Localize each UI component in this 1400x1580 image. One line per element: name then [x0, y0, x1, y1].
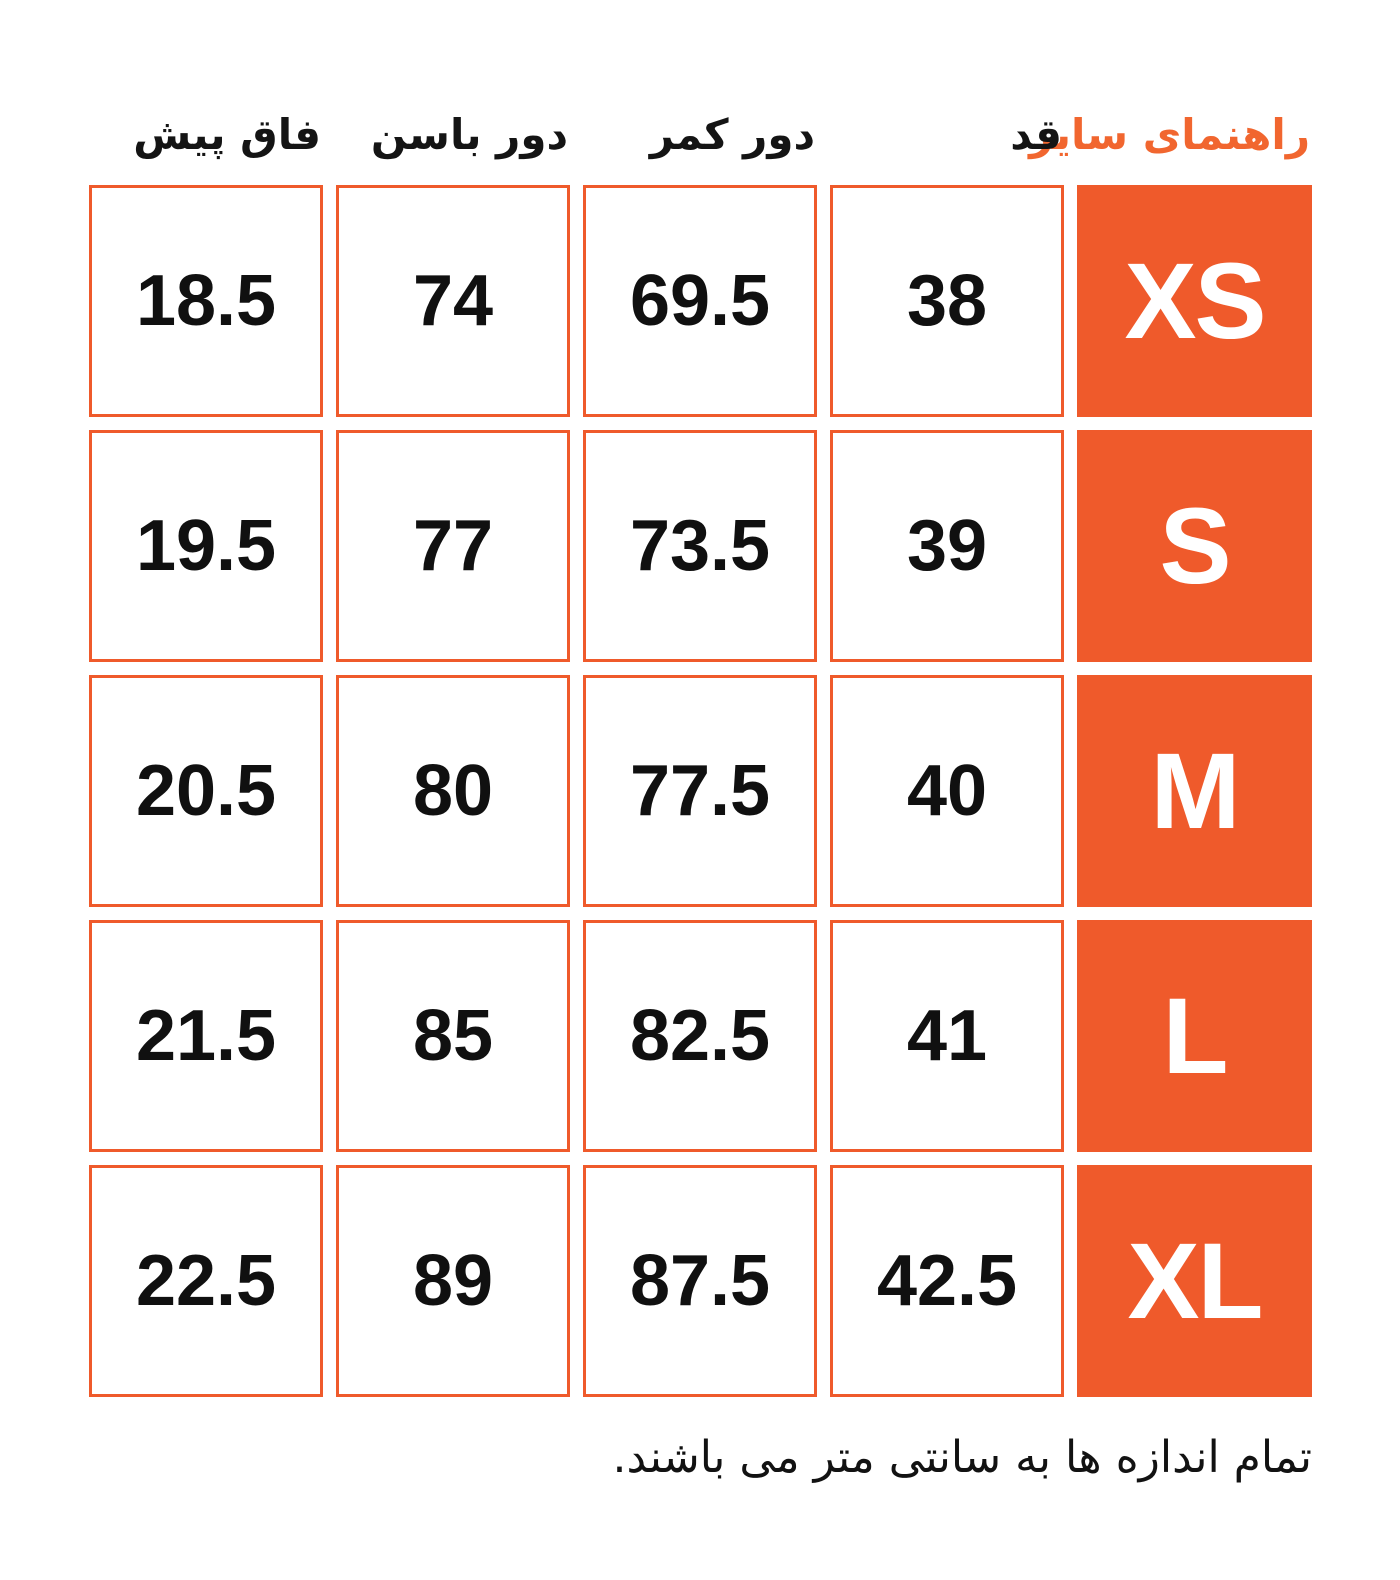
- waist-value-cell: 82.5: [583, 920, 817, 1152]
- size-guide-title: راهنمای سایز: [1029, 110, 1310, 159]
- front-rise-value-cell: 18.5: [89, 185, 323, 417]
- waist-value-cell: 73.5: [583, 430, 817, 662]
- height-value-cell: 40: [830, 675, 1064, 907]
- front-rise-value-cell: 22.5: [89, 1165, 323, 1397]
- cell-value: 19.5: [135, 506, 277, 586]
- cell-value: 73.5: [629, 506, 771, 586]
- front-rise-value-cell: 21.5: [89, 920, 323, 1152]
- cell-value: 87.5: [629, 1241, 771, 1321]
- cell-value: 82.5: [629, 996, 771, 1076]
- cell-value: 21.5: [135, 996, 277, 1076]
- cell-value: 20.5: [135, 751, 277, 831]
- cell-value: 40: [906, 751, 988, 831]
- cell-value: 39: [906, 506, 988, 586]
- waist-value-cell: 77.5: [583, 675, 817, 907]
- height-value-cell: 39: [830, 430, 1064, 662]
- waist-value-cell: 87.5: [583, 1165, 817, 1397]
- cell-value: 85: [412, 996, 494, 1076]
- cell-value: 77: [412, 506, 494, 586]
- size-label: M: [1150, 730, 1241, 851]
- height-value-cell: 42.5: [830, 1165, 1064, 1397]
- front-rise-value-cell: 20.5: [89, 675, 323, 907]
- front-rise-value-cell: 19.5: [89, 430, 323, 662]
- size-guide-table: راهنمای سایز قد دور کمر دور باسن فاق پیش…: [89, 70, 1312, 1410]
- column-header-hip: دور باسن: [370, 110, 568, 159]
- cell-value: 18.5: [135, 261, 277, 341]
- size-label: S: [1159, 485, 1231, 606]
- cell-value: 74: [412, 261, 494, 341]
- column-header-waist: دور کمر: [649, 110, 815, 159]
- hip-value-cell: 89: [336, 1165, 570, 1397]
- size-label-box: L: [1077, 920, 1312, 1152]
- size-label-box: XL: [1077, 1165, 1312, 1397]
- size-label-box: XS: [1077, 185, 1312, 417]
- size-label-box: M: [1077, 675, 1312, 907]
- cell-value: 89: [412, 1241, 494, 1321]
- cell-value: 77.5: [629, 751, 771, 831]
- height-value-cell: 41: [830, 920, 1064, 1152]
- cell-value: 38: [906, 261, 988, 341]
- column-header-front-rise: فاق پیش: [133, 110, 321, 159]
- cell-value: 41: [906, 996, 988, 1076]
- size-label: XS: [1124, 240, 1266, 361]
- waist-value-cell: 69.5: [583, 185, 817, 417]
- cell-value: 42.5: [876, 1241, 1018, 1321]
- height-value-cell: 38: [830, 185, 1064, 417]
- size-label: L: [1162, 975, 1229, 1096]
- size-label: XL: [1127, 1220, 1264, 1341]
- units-footnote: تمام اندازه ها به سانتی متر می باشند.: [612, 1432, 1313, 1483]
- cell-value: 69.5: [629, 261, 771, 341]
- hip-value-cell: 74: [336, 185, 570, 417]
- cell-value: 80: [412, 751, 494, 831]
- hip-value-cell: 77: [336, 430, 570, 662]
- column-header-height: قد: [1010, 110, 1062, 159]
- hip-value-cell: 80: [336, 675, 570, 907]
- hip-value-cell: 85: [336, 920, 570, 1152]
- size-label-box: S: [1077, 430, 1312, 662]
- cell-value: 22.5: [135, 1241, 277, 1321]
